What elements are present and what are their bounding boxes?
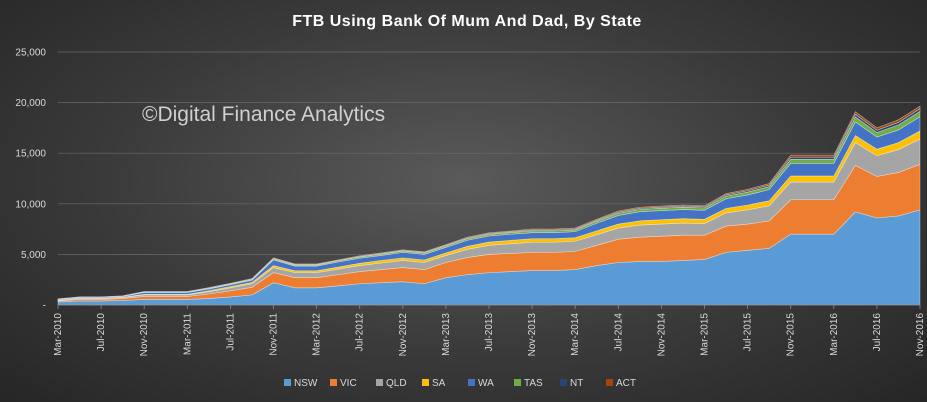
legend-item-nsw: NSW — [284, 378, 318, 389]
legend-label: WA — [478, 378, 494, 389]
x-tick-label: Nov-2010 — [139, 313, 150, 357]
x-tick-label: Mar-2016 — [829, 313, 840, 356]
legend-item-act: ACT — [606, 378, 636, 389]
y-tick-label: 25,000 — [15, 48, 46, 59]
x-tick-label: Nov-2014 — [656, 313, 667, 357]
x-tick-label: Nov-2016 — [915, 313, 926, 357]
x-tick-label: Jul-2011 — [225, 313, 236, 351]
x-tick-label: Mar-2015 — [700, 313, 711, 356]
x-tick-label: Nov-2013 — [527, 313, 538, 357]
legend-label: ACT — [616, 378, 636, 389]
y-tick-label: 5,000 — [21, 250, 46, 261]
legend-swatch — [376, 379, 383, 386]
legend-swatch — [514, 379, 521, 386]
legend-swatch — [284, 379, 291, 386]
x-tick-label: Mar-2013 — [441, 313, 452, 356]
x-tick-label: Mar-2012 — [312, 313, 323, 356]
legend-item-nt: NT — [560, 378, 583, 389]
legend-label: SA — [432, 378, 446, 389]
legend: NSW VIC QLD SA WA TAS NT ACT — [284, 378, 636, 389]
legend-swatch — [422, 379, 429, 386]
y-tick-label: 10,000 — [15, 199, 46, 210]
x-tick-label: Nov-2011 — [269, 313, 280, 356]
x-tick-label: Nov-2012 — [398, 313, 409, 357]
series-areas — [57, 105, 921, 306]
legend-item-vic: VIC — [330, 378, 357, 389]
y-tick-label: 15,000 — [15, 149, 46, 160]
legend-item-wa: WA — [468, 378, 494, 389]
x-tick-label: Mar-2011 — [182, 313, 193, 355]
legend-item-tas: TAS — [514, 378, 543, 389]
series-area-act — [57, 105, 921, 300]
y-axis: - 5,000 10,000 15,000 20,000 25,000 — [15, 48, 46, 312]
x-tick-label: Nov-2015 — [786, 313, 797, 357]
y-tick-label: - — [43, 301, 46, 312]
chart-title: FTB Using Bank Of Mum And Dad, By State — [292, 13, 642, 30]
x-tick-label: Jul-2014 — [613, 313, 624, 352]
legend-label: VIC — [340, 378, 357, 389]
watermark: ©Digital Finance Analytics — [142, 103, 385, 126]
x-tick-label: Jul-2015 — [743, 313, 754, 352]
legend-swatch — [468, 379, 475, 386]
legend-swatch — [606, 379, 613, 386]
legend-item-qld: QLD — [376, 378, 407, 389]
legend-swatch — [330, 379, 337, 386]
x-tick-label: Mar-2014 — [570, 313, 581, 356]
x-tick-label: Jul-2010 — [96, 313, 107, 352]
legend-swatch — [560, 379, 567, 386]
x-axis: Mar-2010 Jul-2010 Nov-2010 Mar-2011 Jul-2011… — [53, 304, 926, 357]
legend-item-sa: SA — [422, 378, 446, 389]
x-tick-label: Jul-2012 — [355, 313, 366, 352]
x-tick-label: Mar-2010 — [53, 313, 64, 356]
legend-label: NSW — [294, 378, 318, 389]
x-tick-label: Jul-2013 — [484, 313, 495, 352]
legend-label: NT — [570, 378, 583, 389]
legend-label: TAS — [524, 378, 543, 389]
x-tick-label: Jul-2016 — [872, 313, 883, 352]
legend-label: QLD — [386, 378, 407, 389]
y-tick-label: 20,000 — [15, 98, 46, 109]
